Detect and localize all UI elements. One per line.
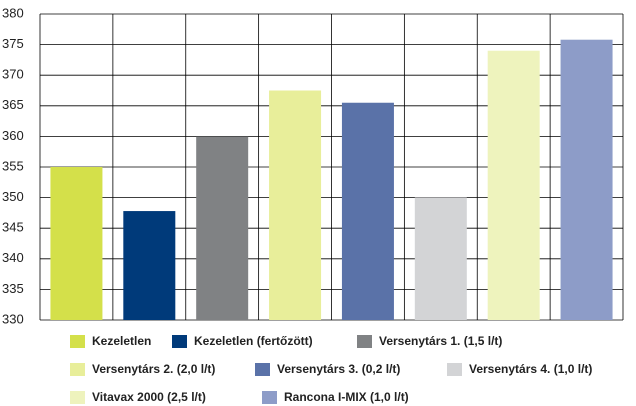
legend-label: Versenytárs 4. (1,0 l/t) bbox=[469, 362, 592, 376]
y-tick-label: 345 bbox=[2, 220, 24, 235]
legend-swatch bbox=[255, 363, 270, 376]
legend-swatch bbox=[70, 391, 85, 404]
bar bbox=[487, 50, 540, 320]
legend-label: Versenytárs 2. (2,0 l/t) bbox=[92, 362, 215, 376]
legend-label: Kezeletlen (fertőzött) bbox=[194, 334, 313, 348]
bar bbox=[414, 197, 467, 320]
legend-label: Kezeletlen bbox=[92, 334, 151, 348]
legend-label: Rancona I-MIX (1,0 l/t) bbox=[284, 390, 409, 404]
bar bbox=[560, 39, 613, 320]
y-tick-label: 350 bbox=[2, 189, 24, 204]
y-tick-label: 365 bbox=[2, 97, 24, 112]
legend-swatch bbox=[70, 335, 85, 348]
y-tick-label: 380 bbox=[2, 5, 24, 20]
legend-label: Versenytárs 3. (0,2 l/t) bbox=[277, 362, 400, 376]
bar bbox=[269, 90, 322, 320]
legend-swatch bbox=[70, 363, 85, 376]
legend-swatch bbox=[262, 391, 277, 404]
bar bbox=[196, 136, 249, 320]
y-tick-label: 335 bbox=[2, 281, 24, 296]
y-tick-label: 355 bbox=[2, 158, 24, 173]
y-tick-label: 330 bbox=[2, 311, 24, 326]
legend-label: Vitavax 2000 (2,5 l/t) bbox=[92, 390, 206, 404]
y-tick-label: 370 bbox=[2, 67, 24, 82]
bar bbox=[341, 102, 394, 321]
legend-label: Versenytárs 1. (1,5 l/t) bbox=[379, 334, 502, 348]
legend-swatch bbox=[172, 335, 187, 348]
bar bbox=[50, 167, 103, 320]
legend-swatch bbox=[447, 363, 462, 376]
legend-swatch bbox=[357, 335, 372, 348]
y-tick-label: 375 bbox=[2, 36, 24, 51]
y-tick-label: 360 bbox=[2, 128, 24, 143]
y-tick-label: 340 bbox=[2, 250, 24, 265]
bar bbox=[123, 211, 176, 320]
